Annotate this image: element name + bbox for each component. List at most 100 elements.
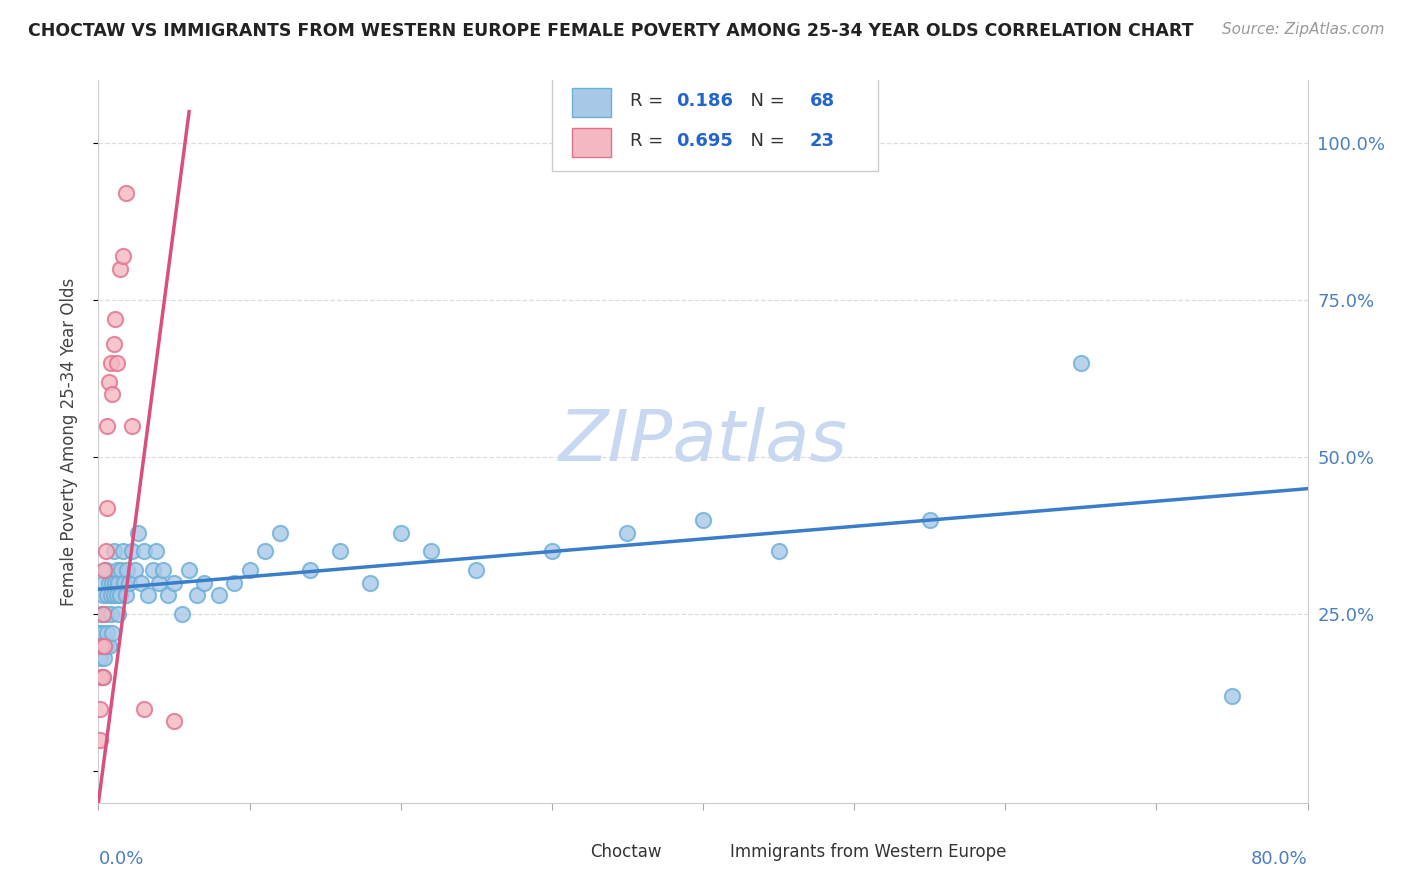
Point: [91, 670, 114, 684]
Point: [111, 544, 134, 558]
Point: [163, 714, 186, 728]
Point: [100, 607, 122, 622]
Point: [100, 356, 122, 370]
Point: [96, 626, 118, 640]
Point: [616, 525, 638, 540]
Point: [360, 575, 382, 590]
Point: [224, 575, 246, 590]
Point: [179, 563, 201, 577]
Bar: [572, 128, 612, 157]
Text: R =: R =: [630, 132, 669, 150]
Point: [103, 589, 125, 603]
Point: [692, 513, 714, 527]
Point: [121, 418, 143, 433]
Point: [94, 607, 117, 622]
Text: ZIPatlas: ZIPatlas: [558, 407, 848, 476]
Point: [121, 544, 143, 558]
Point: [101, 626, 124, 640]
Point: [152, 563, 174, 577]
Point: [105, 356, 128, 370]
Point: [1070, 356, 1092, 370]
Point: [101, 575, 124, 590]
Bar: [572, 88, 612, 117]
Point: [1220, 689, 1243, 703]
Point: [103, 337, 125, 351]
Point: [93, 575, 115, 590]
Point: [89, 701, 111, 715]
Point: [91, 589, 114, 603]
Point: [132, 544, 155, 558]
Point: [142, 563, 165, 577]
Point: [104, 575, 127, 590]
Point: [103, 544, 125, 558]
Text: Choctaw: Choctaw: [591, 843, 662, 861]
Point: [94, 563, 117, 577]
Point: [239, 563, 262, 577]
Point: [918, 513, 941, 527]
Point: [104, 312, 127, 326]
Point: [768, 544, 790, 558]
Text: 0.0%: 0.0%: [98, 850, 143, 868]
Point: [96, 500, 118, 515]
Point: [91, 670, 114, 684]
Y-axis label: Female Poverty Among 25-34 Year Olds: Female Poverty Among 25-34 Year Olds: [59, 277, 77, 606]
Text: Source: ZipAtlas.com: Source: ZipAtlas.com: [1222, 22, 1385, 37]
Point: [101, 387, 124, 401]
Text: 0.186: 0.186: [676, 92, 734, 111]
Point: [105, 563, 128, 577]
Point: [127, 525, 149, 540]
Point: [89, 651, 111, 665]
Point: [93, 563, 115, 577]
Text: R =: R =: [630, 92, 669, 111]
Point: [96, 418, 118, 433]
Point: [90, 607, 112, 622]
Point: [98, 375, 121, 389]
Text: 0.695: 0.695: [676, 132, 734, 150]
Point: [108, 589, 131, 603]
FancyBboxPatch shape: [551, 70, 879, 170]
Point: [100, 589, 122, 603]
Text: 80.0%: 80.0%: [1251, 850, 1308, 868]
Bar: [690, 841, 721, 863]
Point: [89, 733, 111, 747]
Point: [111, 249, 134, 263]
Point: [540, 544, 562, 558]
Point: [136, 589, 159, 603]
Point: [98, 639, 121, 653]
Point: [114, 589, 136, 603]
Text: Immigrants from Western Europe: Immigrants from Western Europe: [730, 843, 1005, 861]
Point: [129, 575, 152, 590]
Point: [89, 626, 111, 640]
Point: [118, 575, 141, 590]
Text: 68: 68: [810, 92, 835, 111]
Point: [132, 701, 155, 715]
Point: [253, 544, 276, 558]
Point: [115, 563, 138, 577]
Point: [94, 639, 117, 653]
Point: [107, 575, 129, 590]
Point: [193, 575, 215, 590]
Point: [329, 544, 352, 558]
Text: N =: N =: [740, 132, 790, 150]
Point: [93, 651, 115, 665]
Point: [114, 186, 136, 201]
Point: [112, 575, 135, 590]
Point: [420, 544, 443, 558]
Point: [299, 563, 322, 577]
Point: [90, 639, 112, 653]
Text: 23: 23: [810, 132, 834, 150]
Text: N =: N =: [740, 92, 790, 111]
Point: [163, 575, 186, 590]
Text: CHOCTAW VS IMMIGRANTS FROM WESTERN EUROPE FEMALE POVERTY AMONG 25-34 YEAR OLDS C: CHOCTAW VS IMMIGRANTS FROM WESTERN EUROP…: [28, 22, 1194, 40]
Point: [186, 589, 208, 603]
Point: [208, 589, 231, 603]
Point: [124, 563, 146, 577]
Point: [90, 639, 112, 653]
Point: [170, 607, 193, 622]
Point: [108, 261, 131, 276]
Point: [465, 563, 488, 577]
Point: [269, 525, 291, 540]
Point: [91, 607, 114, 622]
Point: [93, 639, 115, 653]
Point: [98, 575, 121, 590]
